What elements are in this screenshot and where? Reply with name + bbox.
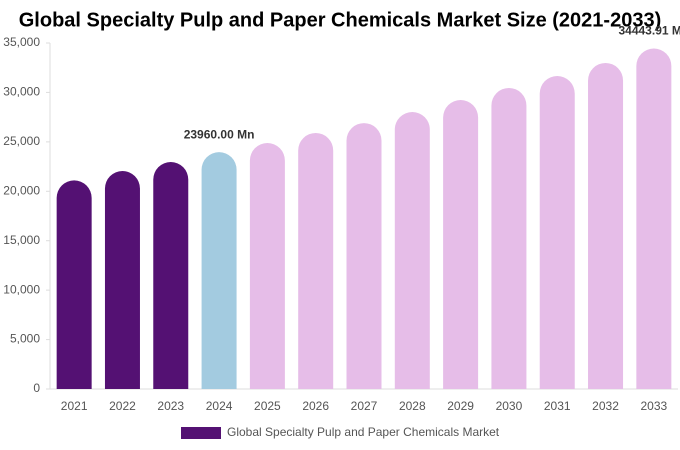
bar: [104, 171, 140, 389]
y-tick-label: 35,000: [3, 35, 40, 49]
x-tick-label: 2021: [61, 399, 88, 413]
x-tick-label: 2033: [640, 399, 667, 413]
y-tick-label: 20,000: [3, 183, 40, 197]
x-tick-label: 2027: [351, 399, 378, 413]
bar: [298, 132, 334, 389]
chart-title: Global Specialty Pulp and Paper Chemical…: [19, 9, 661, 31]
bar: [491, 87, 527, 390]
x-tick-label: 2023: [157, 399, 184, 413]
x-tick-label: 2025: [254, 399, 281, 413]
y-tick-label: 0: [33, 381, 40, 395]
x-tick-label: 2022: [109, 399, 136, 413]
bar: [588, 62, 624, 389]
x-tick-label: 2031: [544, 399, 571, 413]
y-tick-label: 25,000: [3, 134, 40, 148]
y-tick-label: 5,000: [10, 332, 40, 346]
bar: [153, 162, 189, 389]
bar: [201, 152, 237, 389]
x-tick-label: 2029: [447, 399, 474, 413]
x-tick-label: 2030: [496, 399, 523, 413]
y-tick-label: 30,000: [3, 85, 40, 99]
bar: [394, 112, 430, 389]
data-label: 34443.91 Mn: [618, 24, 680, 38]
bar: [636, 48, 672, 389]
data-label: 23960.00 Mn: [184, 127, 255, 141]
legend-swatch: [181, 427, 221, 439]
bar: [539, 76, 575, 390]
bar: [56, 180, 92, 389]
bar: [346, 123, 382, 389]
x-tick-label: 2032: [592, 399, 619, 413]
bar: [443, 100, 479, 389]
x-tick-label: 2028: [399, 399, 426, 413]
bar: [249, 143, 285, 389]
x-tick-label: 2026: [302, 399, 329, 413]
legend-label: Global Specialty Pulp and Paper Chemical…: [227, 425, 500, 439]
x-tick-label: 2024: [206, 399, 233, 413]
y-tick-label: 10,000: [3, 282, 40, 296]
y-tick-label: 15,000: [3, 233, 40, 247]
